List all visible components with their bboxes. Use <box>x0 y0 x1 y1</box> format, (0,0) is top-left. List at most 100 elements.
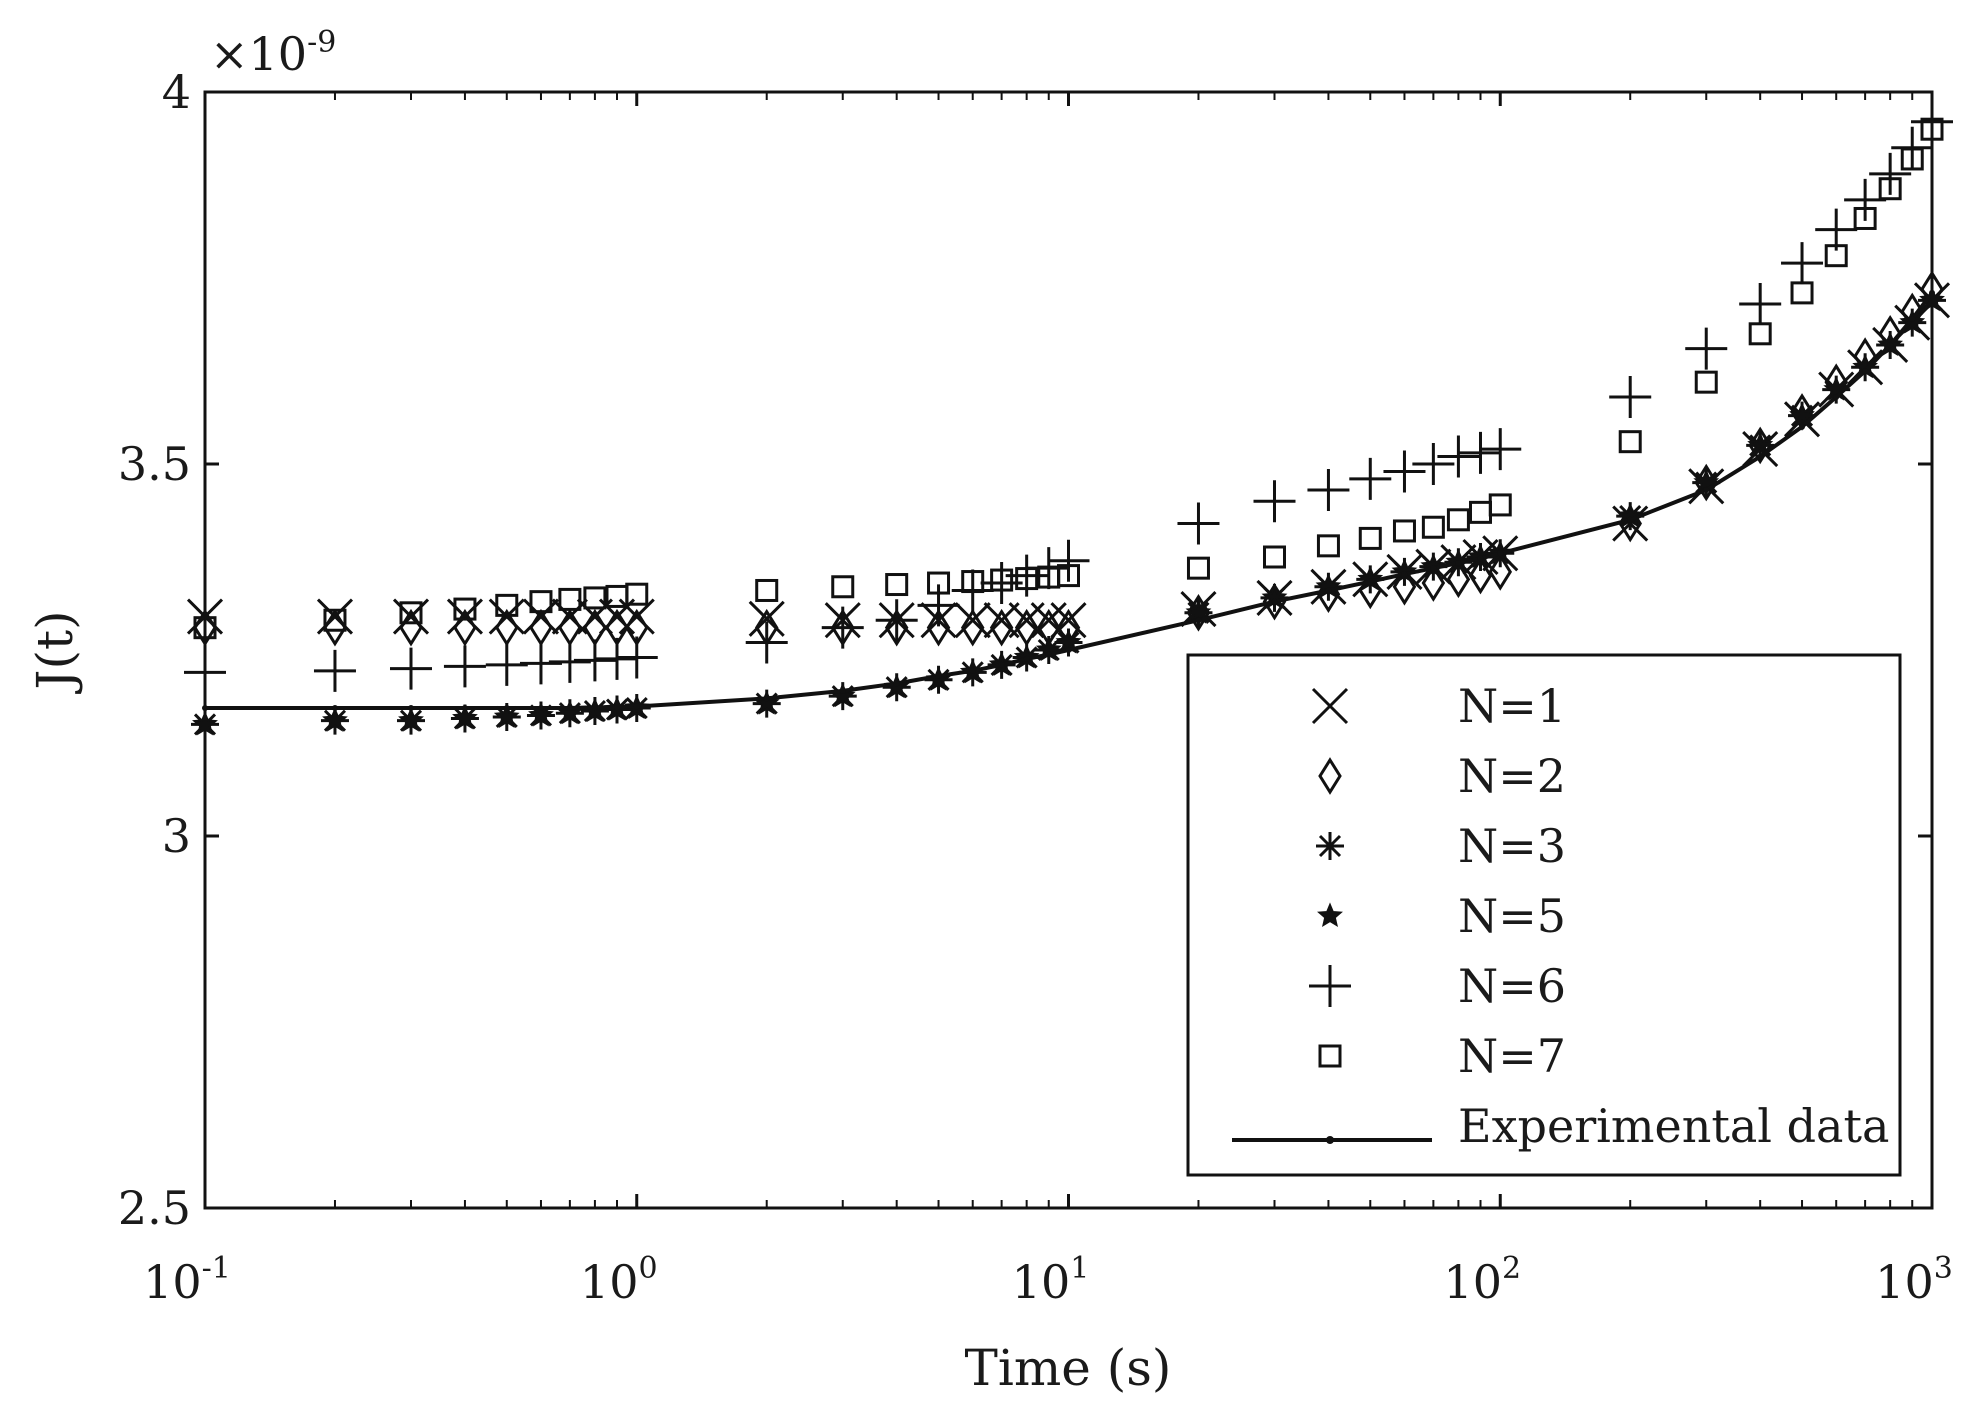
experimental-data-point <box>1455 560 1462 566</box>
legend-line-dot <box>1326 1136 1334 1144</box>
legend-label: N=5 <box>1458 889 1566 943</box>
legend-label: N=2 <box>1458 749 1566 803</box>
data-point-plus <box>1815 208 1858 251</box>
experimental-data-point <box>1271 598 1278 605</box>
data-point-square <box>1878 177 1902 201</box>
experimental-data-point <box>1627 516 1634 523</box>
data-point-diamond <box>1468 556 1493 595</box>
experimental-data-point <box>538 705 544 711</box>
legend-label: Experimental data <box>1458 1099 1889 1153</box>
data-point-diamond <box>323 608 347 647</box>
legend-symbol-square <box>1318 1044 1342 1068</box>
data-point-square <box>1900 147 1924 171</box>
data-point-plus <box>443 645 486 688</box>
experimental-data-point <box>839 687 846 694</box>
data-point-square <box>1853 206 1877 230</box>
experimental-data-point <box>1833 394 1840 400</box>
legend-symbol-x <box>1311 687 1349 725</box>
data-point-diamond <box>1446 560 1471 599</box>
experimental-data-point <box>935 673 942 679</box>
legend-entry: N=7 <box>1318 1029 1566 1083</box>
data-point-square <box>1262 545 1286 569</box>
experimental-data-point <box>591 704 598 711</box>
data-point-x <box>748 600 785 637</box>
data-point-square <box>1824 244 1848 268</box>
data-point-plus <box>1437 435 1480 478</box>
experimental-data-point <box>1497 550 1504 557</box>
data-point-plus <box>745 621 788 664</box>
legend-symbol-diamond <box>1318 757 1342 795</box>
legend-entry: N=3 <box>1316 819 1566 873</box>
data-point-diamond <box>989 608 1014 647</box>
experimental-data-point <box>1023 655 1030 662</box>
data-point-plus <box>1253 480 1296 523</box>
data-point-square <box>399 601 423 625</box>
data-point-pentagram <box>398 707 424 732</box>
data-point-plus <box>615 636 658 679</box>
data-point-plus <box>1739 283 1782 326</box>
experimental-data-point <box>1909 315 1916 322</box>
experimental-data-point <box>1367 578 1374 585</box>
data-point-square <box>323 608 347 632</box>
data-point-square <box>927 571 951 595</box>
data-point-x <box>983 602 1020 639</box>
experimental-data-point <box>566 705 573 711</box>
data-point-square <box>453 597 477 621</box>
data-point-square <box>1015 567 1039 591</box>
legend-entry: N=2 <box>1318 749 1566 803</box>
data-point-plus <box>1383 450 1426 493</box>
experimental-data-point <box>1325 587 1332 594</box>
experimental-data-point <box>1045 651 1052 658</box>
data-point-square <box>1358 526 1382 550</box>
legend-entry: Experimental data <box>1232 1099 1889 1153</box>
data-point-plus <box>1685 327 1728 370</box>
y-multiplier: ×10-9 <box>210 25 336 81</box>
data-point-square <box>583 586 607 610</box>
data-point-square <box>1748 322 1772 346</box>
experimental-data-point <box>1862 368 1869 374</box>
legend-label: N=7 <box>1458 1029 1566 1083</box>
legend-symbol-pentagram <box>1317 902 1343 927</box>
experimental-data-point <box>614 704 620 711</box>
data-point-plus <box>1781 242 1824 285</box>
data-point-square <box>1316 534 1340 558</box>
experimental-data-point <box>998 661 1005 668</box>
experimental-data-point <box>633 703 640 710</box>
data-point-diamond <box>960 608 985 647</box>
data-point-square <box>1488 493 1512 517</box>
legend-symbol-plus <box>1309 965 1351 1007</box>
data-point-diamond <box>1421 564 1446 602</box>
experimental-data-point <box>1401 571 1408 578</box>
data-point-diamond <box>495 608 519 647</box>
x-tick-label: 101 <box>1012 1251 1090 1309</box>
data-point-pentagram <box>528 701 554 727</box>
legend-symbol-asterisk <box>1316 832 1344 860</box>
experimental-data-point <box>1757 453 1764 460</box>
data-point-plus <box>1349 457 1392 500</box>
data-point-square <box>961 570 985 594</box>
data-point-plus <box>389 647 432 690</box>
data-point-plus <box>313 649 356 692</box>
data-point-square <box>1790 281 1814 305</box>
data-point-square <box>1057 564 1080 588</box>
data-point-plus <box>1459 431 1502 474</box>
experimental-data-point <box>1887 342 1894 348</box>
x-axis-title: Time (s) <box>965 1339 1172 1397</box>
data-point-diamond <box>1488 553 1513 591</box>
data-point-diamond <box>926 608 951 647</box>
y-tick-label: 3.5 <box>118 437 191 491</box>
data-point-plus <box>1047 539 1090 582</box>
legend-entry: N=6 <box>1309 959 1566 1013</box>
data-point-square <box>1186 556 1210 580</box>
data-point-square <box>1694 370 1718 394</box>
experimental-data-point <box>1799 423 1805 430</box>
y-axis-title: J(t) <box>26 610 84 694</box>
legend-entry: N=5 <box>1317 889 1566 943</box>
data-point-plus <box>875 599 918 642</box>
data-point-square <box>755 578 779 602</box>
data-point-square <box>558 587 582 611</box>
legend: N=1 N=2 N=3 N=5 N=6 N=7 Experimental data <box>1186 653 1902 1177</box>
data-point-pentagram <box>322 707 348 732</box>
data-point-plus <box>1177 502 1220 545</box>
